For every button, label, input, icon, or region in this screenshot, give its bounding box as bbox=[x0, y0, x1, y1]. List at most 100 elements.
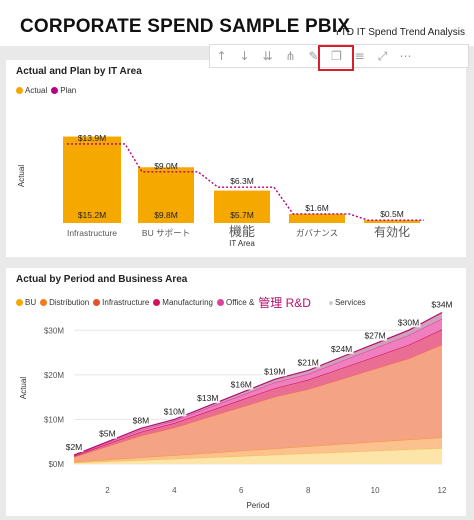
chart-legend: BU Distribution Infrastructure Manufactu… bbox=[16, 294, 370, 311]
x-axis-tick-label: 機能 bbox=[229, 224, 255, 239]
area-series-line bbox=[73, 311, 443, 456]
pin-highlight-box bbox=[318, 45, 354, 71]
drill-down-all-icon[interactable]: ⇊ bbox=[262, 49, 273, 63]
page-title: CORPORATE SPEND SAMPLE PBIX bbox=[20, 16, 351, 37]
chart-title: Actual by Period and Business Area bbox=[16, 274, 188, 285]
legend-item-actual[interactable]: Actual bbox=[16, 86, 47, 95]
legend-dot-icon bbox=[153, 299, 161, 306]
data-label-background bbox=[329, 344, 354, 355]
total-data-label: $24M bbox=[331, 344, 352, 354]
data-label-background bbox=[262, 366, 287, 377]
legend-item-distribution[interactable]: Distribution bbox=[40, 298, 89, 307]
legend-label: BU bbox=[25, 298, 37, 307]
copy-visual-icon[interactable]: ❐ bbox=[331, 49, 342, 63]
bar-actual bbox=[214, 190, 270, 223]
legend-dot-icon bbox=[93, 299, 101, 306]
bar-actual bbox=[289, 213, 345, 223]
x-axis-tick-label: 6 bbox=[239, 486, 244, 495]
data-label-background bbox=[430, 299, 454, 310]
total-data-label: $34M bbox=[431, 299, 452, 309]
area-series-services bbox=[74, 312, 442, 456]
total-data-label: $13M bbox=[197, 393, 218, 403]
legend-label: Manufacturing bbox=[162, 298, 213, 307]
expand-hierarchy-icon[interactable]: ⋔ bbox=[285, 49, 296, 63]
data-label-background bbox=[363, 330, 388, 341]
bar-plan-data-label: $0.5M bbox=[380, 209, 404, 219]
filter-icon[interactable]: ≡ bbox=[354, 49, 365, 63]
legend-dot-icon bbox=[51, 87, 59, 94]
legend-dot-icon bbox=[216, 299, 224, 306]
area-series-infrastructure bbox=[74, 344, 442, 462]
bar-actual-data-label: $5.7M bbox=[230, 210, 254, 220]
actual-plan-chart-card[interactable]: Actual and Plan by IT Area Actual Plan A… bbox=[6, 60, 466, 257]
data-label-background bbox=[229, 379, 254, 390]
x-axis-tick-label: 2 bbox=[105, 486, 110, 495]
bar-actual-data-label: $9.8M bbox=[154, 210, 178, 220]
x-axis-tick-label: BU サポート bbox=[142, 228, 190, 238]
x-axis-title: Period bbox=[246, 501, 269, 510]
legend-label: 管理 R&D bbox=[258, 296, 311, 310]
total-data-label: $19M bbox=[264, 366, 285, 376]
area-chart-plot: $0M $10M $20M $30M Actual $2M $5M $8M $10M $13M $1… bbox=[19, 299, 454, 510]
bar-actual bbox=[138, 167, 194, 223]
legend-item-manufacturing[interactable]: Manufacturing bbox=[153, 298, 213, 307]
y-axis-title: Actual bbox=[17, 165, 26, 187]
x-axis-tick-label: 8 bbox=[306, 486, 311, 495]
data-label-background bbox=[97, 428, 117, 439]
legend-item-services[interactable]: Services bbox=[328, 298, 366, 307]
focus-mode-icon[interactable]: ⤢ bbox=[377, 48, 388, 63]
legend-item-bu[interactable]: BU bbox=[16, 298, 36, 307]
y-axis-tick-label: $10M bbox=[44, 415, 64, 424]
visual-header-toolbar: ↑ ↓ ⇊ ⋔ ✎ ❐ ≡ ⤢ ⋯ bbox=[209, 44, 469, 68]
y-axis-tick-label: $30M bbox=[44, 326, 64, 335]
data-label-background bbox=[195, 393, 220, 404]
legend-item-rd[interactable]: 管理 R&D bbox=[258, 294, 311, 311]
y-axis-tick-label: $20M bbox=[44, 371, 64, 380]
legend-item-infrastructure[interactable]: Infrastructure bbox=[93, 298, 149, 307]
x-axis-tick-label: 4 bbox=[172, 486, 177, 495]
data-label-background bbox=[64, 442, 84, 453]
x-axis-tick-label: 10 bbox=[371, 486, 380, 495]
legend-label: Distribution bbox=[49, 298, 90, 307]
area-series-manufacturing bbox=[74, 329, 442, 457]
legend-item-office[interactable]: Office & bbox=[216, 298, 255, 307]
page-subtitle: YTD IT Spend Trend Analysis bbox=[334, 27, 465, 38]
total-data-label: $10M bbox=[164, 406, 185, 416]
bar-actual-data-label: $15.2M bbox=[78, 210, 106, 220]
legend-dot-icon bbox=[16, 87, 23, 94]
y-axis-title: Actual bbox=[19, 377, 28, 399]
report-header: CORPORATE SPEND SAMPLE PBIX YTD IT Spend… bbox=[0, 0, 474, 46]
bar-actual bbox=[364, 220, 420, 223]
arrow-down-icon[interactable]: ↓ bbox=[239, 49, 250, 63]
period-area-chart-card[interactable]: Actual by Period and Business Area BU Di… bbox=[6, 268, 466, 516]
legend-item-plan[interactable]: Plan bbox=[51, 86, 76, 95]
total-data-label: $2M bbox=[66, 442, 83, 452]
legend-label: Services bbox=[334, 298, 366, 307]
legend-label: Actual bbox=[25, 86, 48, 95]
total-data-label: $27M bbox=[364, 331, 385, 341]
total-data-label: $8M bbox=[133, 415, 150, 425]
total-data-label: $30M bbox=[398, 317, 419, 327]
arrow-up-icon[interactable]: ↑ bbox=[216, 49, 227, 63]
pin-visual-icon[interactable]: ✎ bbox=[308, 49, 319, 63]
bar-plan-data-label: $6.3M bbox=[230, 176, 254, 186]
legend-label: Infrastructure bbox=[102, 298, 150, 307]
x-axis-tick-label: Infrastructure bbox=[67, 228, 117, 238]
data-label-background bbox=[131, 415, 151, 426]
bar-chart-plot: Actual $15.2M $9.8M $5.7M $13.9M $9.0M $6.3M $1… bbox=[17, 133, 424, 248]
x-axis-tick-label: ガバナンス bbox=[296, 228, 338, 238]
bar-plan-data-label: $1.6M bbox=[305, 203, 329, 213]
chart-legend: Actual Plan bbox=[16, 86, 80, 95]
data-label-background bbox=[396, 317, 421, 328]
total-data-label: $5M bbox=[99, 429, 116, 439]
y-axis-tick-label: $0M bbox=[48, 460, 64, 469]
bar-plan-data-label: $13.9M bbox=[78, 133, 106, 143]
legend-label: Office & bbox=[225, 298, 255, 307]
chart-title: Actual and Plan by IT Area bbox=[16, 66, 142, 77]
area-series-office- bbox=[74, 318, 442, 456]
bar-actual bbox=[63, 136, 121, 223]
bar-plan-data-label: $9.0M bbox=[154, 161, 178, 171]
x-axis-tick-label: 12 bbox=[438, 486, 447, 495]
x-axis-tick-label: 有効化 bbox=[374, 224, 410, 239]
more-options-icon[interactable]: ⋯ bbox=[399, 49, 412, 63]
